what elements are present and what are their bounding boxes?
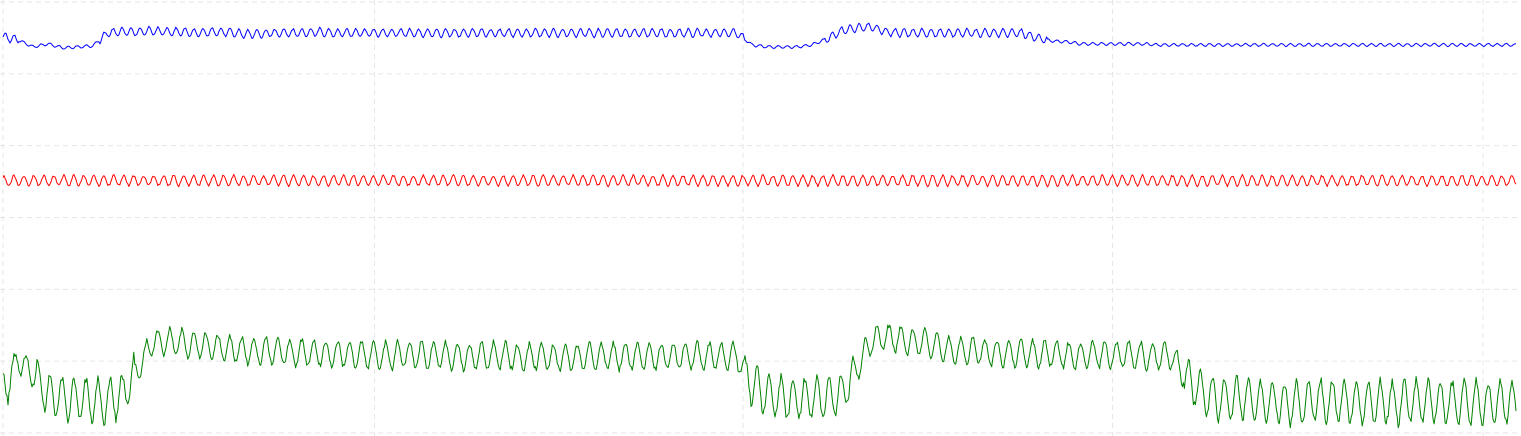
series-line-1 bbox=[2, 173, 1517, 188]
series-line-2 bbox=[2, 324, 1517, 429]
series-line-0 bbox=[2, 22, 1517, 50]
chart-series-group bbox=[2, 22, 1517, 429]
